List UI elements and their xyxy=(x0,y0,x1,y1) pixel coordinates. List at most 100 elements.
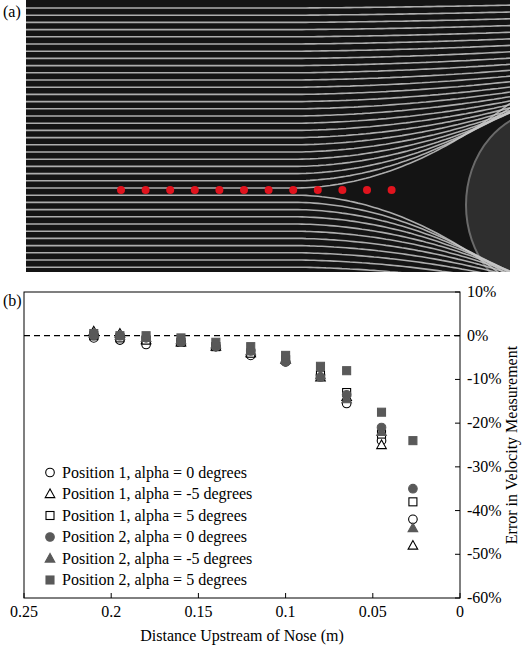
y-tick-label: -60% xyxy=(467,589,502,606)
x-tick-label: 0.05 xyxy=(359,603,387,620)
x-tick-label: 0 xyxy=(456,603,464,620)
legend-label: Position 1, alpha = -5 degrees xyxy=(62,485,252,503)
y-tick xyxy=(455,292,460,293)
probe-dot xyxy=(240,186,248,194)
probe-dot xyxy=(363,186,371,194)
probe-dot xyxy=(314,186,322,194)
point xyxy=(408,523,418,532)
point xyxy=(316,370,326,379)
point xyxy=(116,332,124,340)
body-nose xyxy=(466,110,510,272)
y-tick xyxy=(455,423,460,424)
streamline xyxy=(26,39,510,44)
streamline xyxy=(26,70,510,80)
legend-marker xyxy=(46,533,55,542)
series xyxy=(90,330,417,445)
streamline xyxy=(26,217,510,272)
streamline xyxy=(26,82,510,95)
streamline xyxy=(26,267,510,272)
streamline xyxy=(26,113,510,167)
plot-area xyxy=(24,326,460,549)
point xyxy=(378,408,386,416)
probe-dot xyxy=(388,186,396,194)
streamline xyxy=(26,253,510,272)
y-tick xyxy=(455,379,460,380)
probe-dot xyxy=(265,186,273,194)
streamline xyxy=(26,101,510,123)
point xyxy=(377,440,387,449)
streamline xyxy=(26,45,510,51)
x-tick xyxy=(198,593,199,598)
probe-dot xyxy=(338,186,346,194)
streamline xyxy=(26,76,510,87)
probe-dot xyxy=(142,186,150,194)
legend-label: Position 1, alpha = 0 degrees xyxy=(62,464,247,482)
point xyxy=(90,330,98,338)
y-tick xyxy=(455,466,460,467)
streamline xyxy=(26,111,510,174)
streamline xyxy=(26,5,510,8)
point xyxy=(316,371,324,379)
x-tick-label: 0.25 xyxy=(10,603,38,620)
legend-marker xyxy=(45,554,55,563)
legend-marker xyxy=(46,512,54,520)
y-tick xyxy=(455,554,460,555)
streamline xyxy=(26,12,510,15)
streamline xyxy=(26,105,510,131)
point xyxy=(142,332,150,340)
photo-background xyxy=(26,0,510,272)
streamline xyxy=(26,64,510,73)
x-tick-label: 0.2 xyxy=(101,603,121,620)
streamline xyxy=(26,224,510,271)
streamline xyxy=(26,108,510,181)
point xyxy=(116,331,125,340)
streamline xyxy=(26,113,510,159)
panel-label: (b) xyxy=(3,292,22,310)
legend-label: Position 2, alpha = 0 degrees xyxy=(62,528,247,546)
legend: Position 1, alpha = 0 degrees Position 1,… xyxy=(45,464,252,590)
x-tick xyxy=(372,593,373,598)
point xyxy=(409,484,418,493)
point xyxy=(247,343,255,351)
probe-dot xyxy=(117,186,125,194)
point xyxy=(89,329,99,338)
point xyxy=(342,394,352,403)
point xyxy=(177,334,185,342)
point xyxy=(316,371,325,380)
y-tick-label: -40% xyxy=(467,502,502,519)
point xyxy=(212,338,220,346)
x-tick xyxy=(460,593,461,598)
streamline xyxy=(26,19,510,23)
legend-label: Position 2, alpha = -5 degrees xyxy=(62,550,252,568)
y-tick-label: -20% xyxy=(467,414,502,431)
streamline xyxy=(26,202,510,272)
probe-dot xyxy=(166,186,174,194)
x-tick xyxy=(24,593,25,598)
plot-frame xyxy=(24,292,460,598)
legend-label: Position 2, alpha = 5 degrees xyxy=(62,571,247,589)
streamline xyxy=(26,26,510,30)
streamline xyxy=(26,52,510,59)
x-tick xyxy=(111,593,112,598)
y-tick-label: -50% xyxy=(467,545,502,562)
y-tick-label: -30% xyxy=(467,458,502,475)
y-axis-title: Error in Velocity Measurement xyxy=(503,345,521,544)
streamline xyxy=(26,103,510,188)
y-tick xyxy=(455,598,460,599)
point xyxy=(409,498,417,506)
x-axis-title: Distance Upstream of Nose (m) xyxy=(140,627,344,645)
y-tick-label: 10% xyxy=(467,283,496,300)
legend-marker xyxy=(46,576,54,584)
point xyxy=(282,351,290,359)
probe-dot xyxy=(215,186,223,194)
streamline xyxy=(26,246,510,272)
legend-marker xyxy=(45,489,55,498)
figure: (a)(b)0.250.20.150.10.050Distance Upstre… xyxy=(0,0,529,664)
legend-marker xyxy=(46,468,55,477)
streamline xyxy=(26,260,510,272)
x-tick-label: 0.1 xyxy=(276,603,296,620)
point xyxy=(409,437,417,445)
panel-label: (a) xyxy=(3,3,21,21)
probe-dot xyxy=(191,186,199,194)
probe-dot xyxy=(289,186,297,194)
